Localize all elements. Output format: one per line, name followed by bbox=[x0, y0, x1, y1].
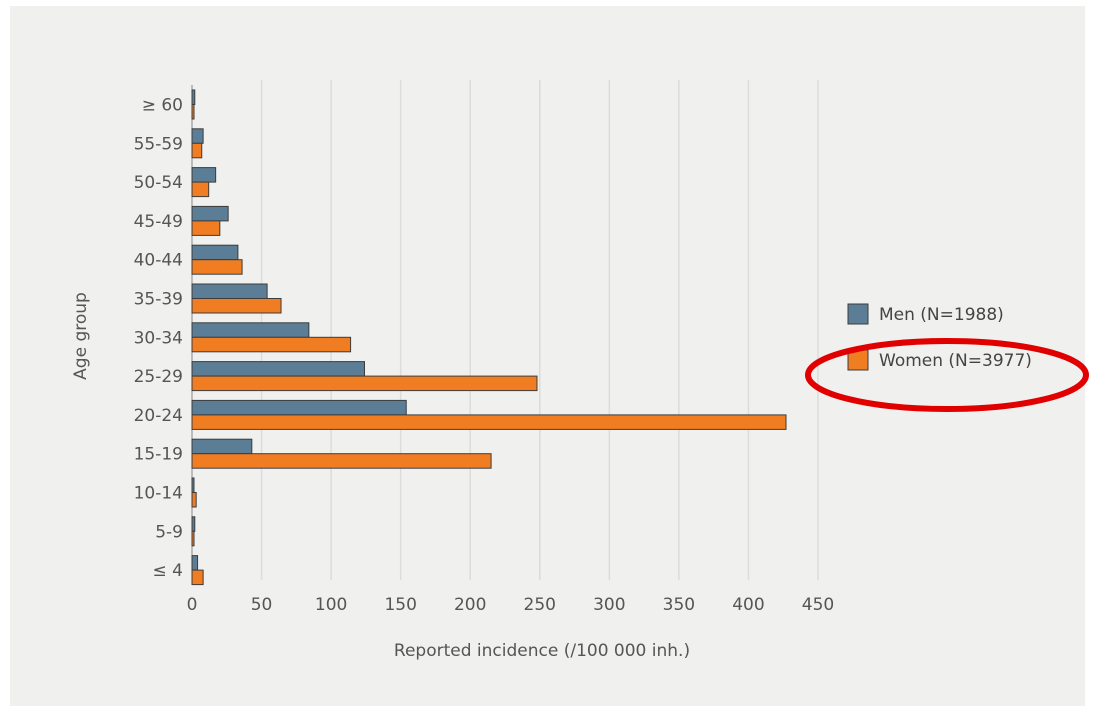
x-tick-labels: 0 50 100 150 200 250 300 350 400 450 bbox=[187, 595, 835, 615]
bar-women bbox=[191, 530, 195, 547]
y-tick-label: 25-29 bbox=[134, 367, 183, 387]
chart-panel bbox=[10, 6, 1085, 706]
x-tick-label: 250 bbox=[524, 595, 556, 615]
x-tick-label: 300 bbox=[593, 595, 625, 615]
bar-men bbox=[191, 205, 229, 222]
bar-women bbox=[191, 259, 243, 275]
bar-men bbox=[191, 438, 253, 455]
x-tick-label: 450 bbox=[802, 595, 834, 615]
y-tick-labels: ≥ 60 55-59 50-54 45-49 40-44 35-39 30-34 25-29 2… bbox=[134, 96, 183, 582]
bar-women bbox=[191, 298, 282, 314]
bar-men bbox=[191, 283, 268, 299]
bar-men bbox=[191, 399, 407, 416]
bar-women bbox=[191, 375, 538, 392]
y-tick-label: 30-34 bbox=[134, 328, 183, 348]
y-tick-label: ≥ 60 bbox=[142, 96, 183, 116]
y-axis-label: Age group bbox=[71, 292, 91, 380]
bar-women bbox=[191, 453, 492, 469]
x-tick-label: 50 bbox=[251, 595, 273, 615]
y-tick-label: 35-39 bbox=[134, 290, 183, 310]
legend-label-women: Women (N=3977) bbox=[879, 351, 1032, 371]
highlight-ellipse bbox=[805, 338, 1089, 412]
bar-men bbox=[191, 516, 196, 532]
bar-women bbox=[191, 220, 221, 236]
y-tick-label: 20-24 bbox=[134, 406, 183, 426]
bar-women bbox=[191, 104, 195, 120]
bar-women bbox=[191, 569, 204, 586]
y-tick-label: ≤ 4 bbox=[153, 561, 183, 581]
bar-men bbox=[191, 244, 239, 261]
bar-men bbox=[191, 477, 195, 493]
bars bbox=[191, 89, 787, 586]
bar-women bbox=[191, 336, 352, 353]
bar-men bbox=[191, 167, 217, 183]
y-tick-label: 5-9 bbox=[155, 522, 183, 542]
legend: Men (N=1988) Women (N=3977) bbox=[847, 303, 1032, 371]
bar-men bbox=[191, 555, 199, 571]
x-axis-label: Reported incidence (/100 000 inh.) bbox=[394, 641, 690, 661]
x-tick-label: 200 bbox=[454, 595, 486, 615]
bar-women bbox=[191, 492, 197, 508]
bar-men bbox=[191, 322, 310, 338]
bar-women bbox=[191, 414, 787, 430]
x-tick-label: 100 bbox=[315, 595, 347, 615]
y-tick-label: 40-44 bbox=[134, 251, 183, 271]
bar-men bbox=[191, 128, 204, 144]
y-tick-label: 10-14 bbox=[134, 484, 183, 504]
bar-women bbox=[191, 181, 210, 198]
bar-men bbox=[191, 89, 196, 105]
legend-swatch-men bbox=[847, 303, 869, 325]
y-tick-label: 45-49 bbox=[134, 212, 183, 232]
x-tick-label: 0 bbox=[187, 595, 198, 615]
x-tick-label: 150 bbox=[384, 595, 416, 615]
x-tick-label: 400 bbox=[732, 595, 764, 615]
bar-women bbox=[191, 142, 203, 159]
legend-label-men: Men (N=1988) bbox=[879, 305, 1004, 325]
bar-men bbox=[191, 361, 365, 377]
x-tick-label: 350 bbox=[663, 595, 695, 615]
y-tick-label: 55-59 bbox=[134, 134, 183, 154]
y-tick-label: 50-54 bbox=[134, 173, 183, 193]
y-tick-label: 15-19 bbox=[134, 445, 183, 465]
